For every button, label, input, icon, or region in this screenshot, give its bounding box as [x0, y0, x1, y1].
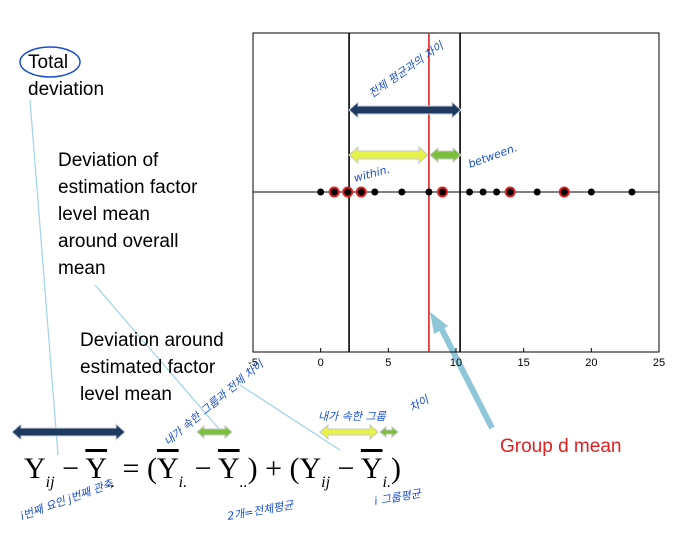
point [371, 188, 379, 196]
point [342, 186, 354, 198]
pointer-line [239, 384, 341, 451]
point [425, 188, 433, 196]
between-label: level mean [58, 204, 150, 225]
double-arrow [379, 425, 399, 439]
total-arrow [348, 100, 462, 120]
x-tick-label: 0 [318, 357, 324, 369]
handwritten-note: between. [467, 141, 519, 171]
double-arrow [348, 100, 462, 120]
point [504, 186, 516, 198]
point [479, 188, 487, 196]
arrow-shaft [435, 320, 495, 430]
within-label: Deviation around [80, 330, 224, 351]
formula-subscript: .. [107, 474, 115, 491]
total-deviation-label: deviation [28, 79, 104, 100]
formula-symbol: − [330, 452, 361, 485]
between-label: mean [58, 258, 106, 279]
point [533, 188, 541, 196]
total-deviation-label: Total [28, 52, 68, 73]
formula-symbol: ) [391, 452, 401, 485]
formula-symbol: ) + ( [248, 452, 300, 485]
point [398, 188, 406, 196]
x-tick-label: 15 [518, 357, 530, 369]
x-tick-label: 5 [385, 357, 391, 369]
handwritten-note: 전체 평균과의 차이 [366, 39, 446, 101]
point [493, 188, 501, 196]
arrow-head [430, 312, 448, 334]
pointers [29, 99, 341, 456]
point [628, 188, 636, 196]
formula-symbol: − [55, 452, 86, 485]
formula-subscript: .. [240, 474, 248, 491]
within-label: level mean [80, 384, 172, 405]
between-label: around overall [58, 231, 178, 252]
x-tick-label: 25 [653, 357, 665, 369]
formula-symbol: Y [85, 452, 107, 485]
between-label: estimation factor [58, 177, 198, 198]
point [436, 186, 448, 198]
formula: Yij − Y.. = (Yi. − Y..) + (Yij − Yi.) [24, 452, 401, 491]
handwritten-note: 내가 속한 그룹 [318, 410, 387, 423]
formula-subscript: i. [383, 474, 391, 491]
x-tick-label: 20 [585, 357, 597, 369]
handwritten-note: within. [352, 163, 391, 185]
x-tick-label: 10 [450, 357, 462, 369]
formula-symbol: Y [218, 452, 240, 485]
formula-subscript: ij [46, 474, 55, 491]
group-mean-label: Group d mean [500, 436, 621, 457]
x-tick-label: -5 [248, 357, 258, 369]
between-label: Deviation of [58, 150, 159, 171]
point [587, 188, 595, 196]
point [355, 186, 367, 198]
formula-symbol: Y [299, 452, 321, 485]
double-arrow [319, 423, 379, 441]
arrows [11, 100, 462, 442]
formula-subscript: i. [179, 474, 187, 491]
double-arrow [429, 146, 462, 164]
formula-symbol: Y [361, 452, 383, 485]
within-label: estimated factor [80, 357, 216, 378]
hand-circle [19, 46, 81, 78]
group-mean-arrow [430, 312, 495, 430]
formula-symbol: Y [24, 452, 46, 485]
double-arrow [348, 145, 429, 165]
point [328, 186, 340, 198]
point [317, 188, 325, 196]
formula-symbol: Y [157, 452, 179, 485]
formula-subscript: ij [321, 474, 330, 491]
handwritten-note: 2개=전체평균 [226, 498, 295, 523]
double-arrow [11, 422, 126, 442]
formula-symbol: = ( [115, 452, 157, 485]
handwritten-note: i 그룹평균 [373, 487, 422, 508]
double-arrow [196, 424, 233, 440]
pointer-line [94, 284, 221, 431]
point [466, 188, 474, 196]
pointer-line [29, 99, 59, 456]
formula-symbol: − [187, 452, 218, 485]
point [558, 186, 570, 198]
handwritten-note: 차이 [407, 393, 432, 415]
